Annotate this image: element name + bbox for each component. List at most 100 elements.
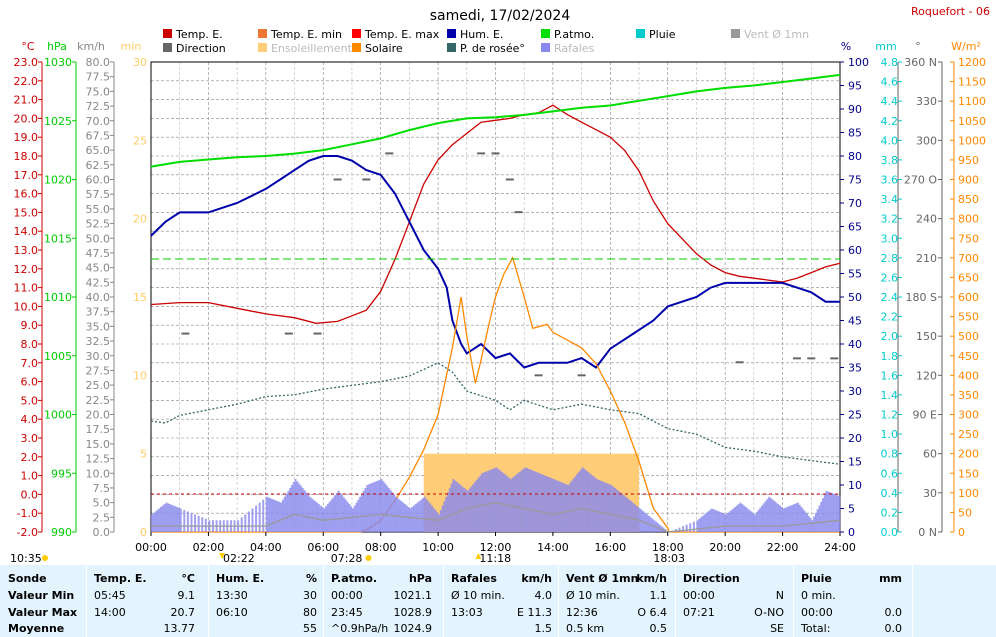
gust-bar xyxy=(619,492,622,532)
solar-axis-tick-label: 200 xyxy=(958,448,979,461)
gust-bar xyxy=(689,523,692,532)
humidity-axis-tick-label: 55 xyxy=(848,268,862,281)
gust-bar xyxy=(583,468,586,532)
temp-axis-tick-label: 0.0 xyxy=(21,488,39,501)
legend-swatch xyxy=(541,43,550,52)
gust-bar xyxy=(305,492,308,532)
legend-swatch xyxy=(258,29,267,38)
gust-bar xyxy=(827,491,830,532)
gust-bar xyxy=(778,505,781,532)
pressure-axis-tick-label: 1000 xyxy=(44,409,72,422)
stats-divider xyxy=(912,565,913,637)
solar-axis-tick-label: 300 xyxy=(958,409,979,422)
direction-axis-tick-label: 150 xyxy=(916,330,937,343)
gust-bar xyxy=(457,483,460,532)
gust-bar xyxy=(299,485,302,532)
gust-bar xyxy=(405,505,408,532)
gust-bar xyxy=(836,495,839,532)
gust-bar xyxy=(335,493,338,532)
pressure-axis-tick-label: 1005 xyxy=(44,350,72,363)
gust-bar xyxy=(344,499,347,532)
rain-axis-tick-label: 0.0 xyxy=(881,526,899,539)
rain-axis-tick-label: 2.0 xyxy=(881,330,899,343)
gust-bar xyxy=(712,509,715,532)
minutes-axis-tick-label: 25 xyxy=(133,134,147,147)
direction-mark xyxy=(792,357,801,360)
temp-axis-tick-label: 2.0 xyxy=(21,451,39,464)
gust-bar xyxy=(443,501,446,532)
stats-cell-vent-time: 0.5 km xyxy=(566,622,605,635)
location-label: Roquefort - 06 xyxy=(911,5,990,18)
gust-bar xyxy=(177,507,180,532)
stats-cell-rafales-time: 13:03 xyxy=(451,606,483,619)
stats-unit-hum: % xyxy=(305,572,317,585)
direction-mark xyxy=(534,374,543,377)
gust-bar xyxy=(161,505,164,532)
legend-swatch xyxy=(352,29,361,38)
gust-bar xyxy=(332,497,335,532)
direction-mark xyxy=(514,211,523,214)
temp-axis-tick-label: 7.0 xyxy=(21,357,39,370)
x-tick-label: 24:00 xyxy=(824,541,856,554)
legend-swatch xyxy=(258,43,267,52)
x-tick-label: 00:00 xyxy=(135,541,167,554)
stats-unit-pluie: mm xyxy=(879,572,902,585)
gust-bar xyxy=(834,494,837,532)
stats-header-temp: Temp. E. xyxy=(94,572,147,585)
rain-axis-tick-label: 2.4 xyxy=(881,291,899,304)
gust-bar xyxy=(384,483,387,532)
x-tick-label: 08:00 xyxy=(365,541,397,554)
stats-cell-direction-value: O-NO xyxy=(754,606,784,619)
humidity-axis-tick-label: 35 xyxy=(848,362,862,375)
gust-bar xyxy=(436,512,439,532)
stats-cell-direction-time: 07:21 xyxy=(683,606,715,619)
sun-icon xyxy=(42,555,48,561)
temp-axis-tick-label: 23.0 xyxy=(14,56,39,69)
gust-bar xyxy=(793,504,796,532)
wind-axis-tick-label: 25.0 xyxy=(86,379,111,392)
gust-bar xyxy=(396,498,399,532)
gust-bar xyxy=(621,493,624,532)
gust-bar xyxy=(255,505,258,532)
rain-axis-tick-label: 4.2 xyxy=(881,115,899,128)
gust-bar xyxy=(319,505,322,532)
legend-label: Temp. E. max xyxy=(364,28,440,41)
gust-bar xyxy=(287,490,290,532)
gust-bar xyxy=(325,506,328,532)
gust-bar xyxy=(403,504,406,532)
rain-axis-tick-label: 4.0 xyxy=(881,134,899,147)
gust-bar xyxy=(452,479,455,532)
x-tick-label: 20:00 xyxy=(709,541,741,554)
rain-axis-tick-label: 0.4 xyxy=(881,487,899,500)
rain-axis-tick-label: 3.0 xyxy=(881,232,899,245)
solar-axis-tick-label: 450 xyxy=(958,350,979,363)
gust-bar xyxy=(371,482,374,532)
gust-bar xyxy=(262,499,265,532)
gust-bar xyxy=(746,508,749,532)
gust-bar xyxy=(522,468,525,532)
legend-label: P.atmo. xyxy=(554,28,594,41)
gust-bar xyxy=(326,504,329,532)
gust-bar xyxy=(273,499,276,532)
stats-divider xyxy=(558,565,559,637)
gust-bar xyxy=(517,473,520,532)
gust-bar xyxy=(809,518,812,532)
legend: Temp. E. Temp. E. min Temp. E. max Hum. E. P… xyxy=(163,28,809,55)
gust-bar xyxy=(558,481,561,532)
gust-bar xyxy=(744,507,747,532)
minutes-axis-tick-label: 0 xyxy=(140,526,147,539)
gust-bar xyxy=(531,470,534,532)
direction-axis-tick-label: 360 N xyxy=(904,56,937,69)
gust-bar xyxy=(805,513,808,532)
gust-bar xyxy=(317,504,320,532)
gust-bar xyxy=(450,483,453,532)
gust-bar xyxy=(599,480,602,532)
gust-bar xyxy=(425,498,428,532)
solar-axis-tick-label: 100 xyxy=(958,487,979,500)
gust-bar xyxy=(838,496,841,532)
gust-bar xyxy=(488,470,491,532)
gust-bar xyxy=(281,499,284,532)
gust-bar xyxy=(497,468,500,532)
rain-axis-tick-label: 3.8 xyxy=(881,154,899,167)
gust-bar xyxy=(569,482,572,532)
